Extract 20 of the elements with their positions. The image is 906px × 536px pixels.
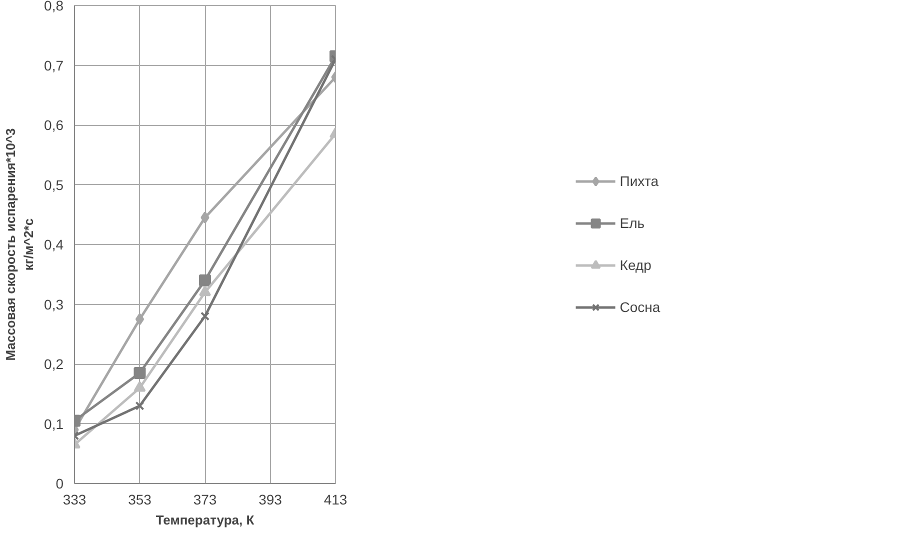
y-tick-label: 0,2 — [44, 356, 64, 372]
x-tick-label: 353 — [128, 492, 152, 508]
y-tick-label: 0,8 — [44, 0, 64, 14]
x-axis-title: Температура, К — [156, 512, 254, 528]
legend-label: Сосна — [620, 299, 660, 315]
y-tick-label: 0,7 — [44, 57, 64, 74]
legend-label: Пихта — [620, 173, 659, 189]
x-tick-label: 393 — [258, 492, 282, 508]
x-tick-label: 373 — [193, 492, 217, 508]
y-tick-label: 0,1 — [44, 416, 64, 432]
y-axis-title: Массовая скорость испарения*10^3 кг/м^2*с — [3, 128, 36, 361]
legend-label: Кедр — [620, 257, 652, 273]
y-tick-label: 0 — [56, 476, 64, 492]
y-tick-label: 0,3 — [44, 296, 64, 312]
y-tick-label: 0,6 — [44, 117, 64, 133]
x-tick-label: 333 — [62, 492, 86, 508]
y-tick-label: 0,4 — [44, 236, 64, 252]
legend-label: Ель — [620, 215, 645, 231]
y-tick-label: 0,5 — [44, 176, 64, 193]
x-tick-label: 413 — [324, 492, 348, 508]
